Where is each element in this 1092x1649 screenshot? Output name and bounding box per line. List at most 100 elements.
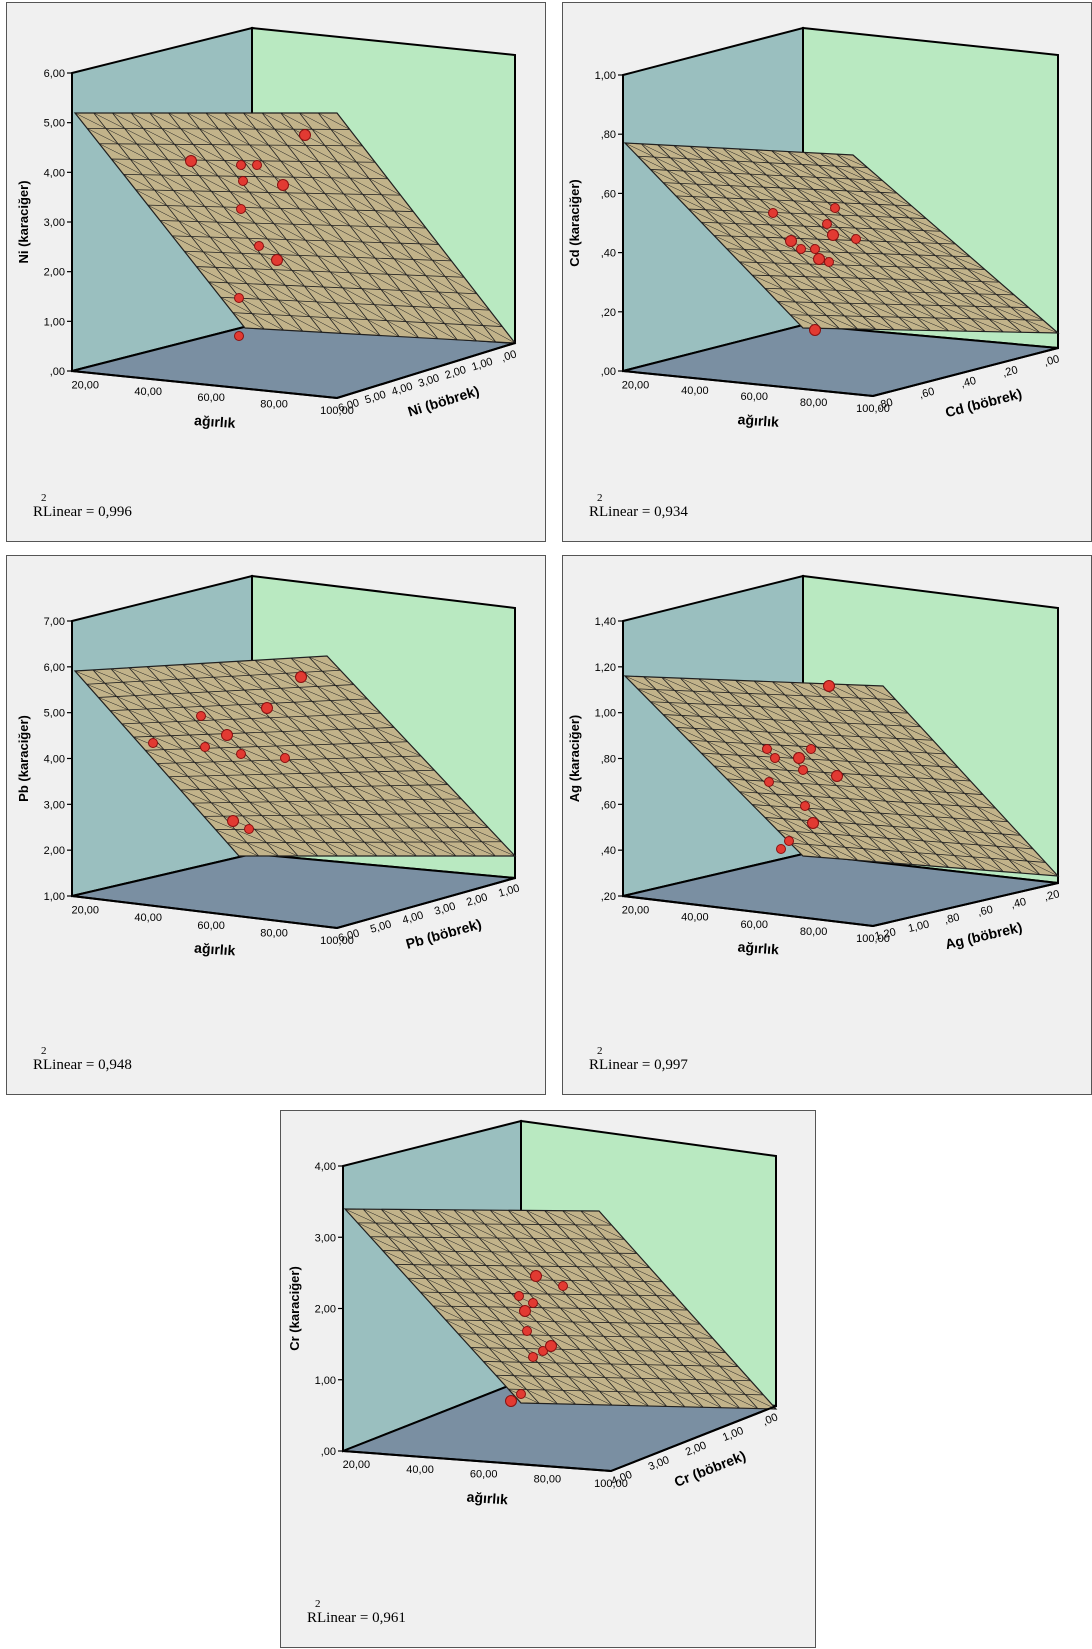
plane-mesh-diag <box>688 208 719 224</box>
plane-mesh-diag <box>532 1375 564 1391</box>
plane-mesh-diag <box>805 771 837 786</box>
plane-mesh-diag <box>656 689 688 704</box>
plane-mesh-diag <box>409 785 443 800</box>
plane-mesh-diag <box>787 770 819 785</box>
plane-mesh-diag <box>285 285 317 303</box>
plane-mesh-diag <box>927 752 959 768</box>
plane-mesh-diag <box>301 773 334 788</box>
plane-mesh-diag <box>330 225 363 243</box>
z-tick-label: 2,00 <box>444 364 468 382</box>
plane-mesh-diag <box>548 1335 580 1350</box>
y-tick-label: 4,00 <box>44 167 65 179</box>
plane-mesh-diag <box>246 842 279 857</box>
plane-mesh-diag <box>267 238 299 256</box>
plane-mesh-diag <box>324 193 357 211</box>
plane-mesh-diag <box>466 1223 498 1239</box>
plane-mesh-diag <box>701 1365 733 1381</box>
plane-mesh-diag <box>564 1252 596 1268</box>
plane-mesh-diag <box>191 236 223 253</box>
plane-mesh-diag <box>197 221 230 238</box>
plane-mesh-diag <box>306 715 339 730</box>
plane-mesh-diag <box>705 703 737 719</box>
plane-mesh-diag <box>764 817 796 832</box>
plane-mesh-diag <box>538 1224 570 1239</box>
plane-mesh-diag <box>777 830 809 845</box>
y-tick-label: 2,00 <box>44 845 65 857</box>
data-point <box>558 1281 568 1291</box>
plane-mesh-diag <box>198 175 231 192</box>
plane-mesh-diag <box>442 1237 474 1252</box>
plane-mesh-diag <box>386 320 419 338</box>
plane-mesh-diag <box>750 767 782 783</box>
plane-mesh-diag <box>571 1280 603 1296</box>
plane-mesh-diag <box>818 165 850 180</box>
plane-mesh-diag <box>316 301 349 319</box>
y-tick-label: 3,00 <box>44 799 65 811</box>
plane-mesh-diag <box>337 209 370 227</box>
plane-mesh-diag <box>568 1376 600 1392</box>
plane-mesh-diag <box>996 294 1029 308</box>
plane-mesh-diag <box>863 848 895 864</box>
plane-mesh-diag <box>885 303 917 318</box>
z-tick-label: 1,00 <box>907 918 931 935</box>
plane-mesh-diag <box>154 189 186 207</box>
plane-mesh-diag <box>388 742 422 757</box>
plane-mesh-diag <box>406 1236 438 1252</box>
plane-mesh-diag <box>663 182 693 197</box>
plane-mesh-diag <box>220 297 253 314</box>
r2-prefix: R <box>33 504 44 520</box>
plane-mesh-line <box>701 752 959 768</box>
plane-mesh-diag <box>952 779 984 795</box>
plane-mesh-diag <box>798 745 830 761</box>
plane-mesh-diag <box>388 1236 420 1252</box>
plane-mesh-diag <box>116 696 147 710</box>
plane-mesh-diag <box>344 1208 376 1224</box>
plane-mesh-diag <box>606 1238 638 1254</box>
plane-mesh-diag <box>158 722 190 736</box>
plane-mesh-diag <box>674 690 706 705</box>
plane-mesh-diag <box>415 770 448 785</box>
plane-mesh-diag <box>345 800 379 815</box>
plane-mesh-diag <box>699 716 732 731</box>
plane-mesh-diag <box>572 1321 604 1337</box>
plane-mesh-diag <box>480 1279 512 1294</box>
plane-mesh-diag <box>752 161 784 176</box>
plane-mesh-diag <box>900 254 933 269</box>
plane-mesh-diag <box>400 290 433 308</box>
plane-mesh-diag <box>923 840 955 856</box>
plane-mesh-diag <box>371 828 404 843</box>
plane-mesh-diag <box>288 801 321 816</box>
data-point <box>776 844 786 854</box>
plane-mesh-diag <box>756 211 787 226</box>
plane-mesh-diag <box>676 1337 708 1353</box>
plane-mesh-diag <box>175 762 207 777</box>
plane-mesh-diag <box>810 721 842 736</box>
plane-mesh-diag <box>844 315 876 330</box>
plane-mesh-diag <box>249 144 282 162</box>
plane-mesh-diag <box>311 270 343 289</box>
plane-mesh-diag <box>134 695 166 709</box>
plane-mesh-diag <box>99 143 131 160</box>
plane-mesh-diag <box>752 804 784 819</box>
plane-mesh-diag <box>596 1308 628 1324</box>
plane-mesh-diag <box>470 309 503 327</box>
plane-mesh-diag <box>844 264 876 279</box>
plane-mesh-diag <box>355 257 388 275</box>
plane-mesh-diag <box>683 1365 715 1381</box>
plane-mesh-diag <box>550 1376 582 1392</box>
plane-mesh-diag <box>562 1390 594 1405</box>
plane-mesh-diag <box>493 1292 524 1308</box>
plane-mesh-diag <box>974 306 1008 320</box>
plane-mesh-diag <box>592 1363 624 1379</box>
plane-mesh-diag <box>722 210 753 225</box>
plane-mesh-diag <box>286 239 318 257</box>
plane-mesh-diag <box>292 224 325 241</box>
plane-mesh-diag <box>425 322 458 341</box>
plane-mesh-diag <box>482 325 516 344</box>
chart-cd: ,00 ,20 ,40 ,60 ,80 1,00 20,00 40,00 60,00 80,00 1… <box>567 26 1061 430</box>
plane-mesh-diag <box>743 249 775 264</box>
plane-mesh-diag <box>236 661 269 675</box>
plane-mesh-diag <box>716 172 747 187</box>
plane-mesh-diag <box>348 699 381 714</box>
plane-mesh-diag <box>826 845 858 861</box>
